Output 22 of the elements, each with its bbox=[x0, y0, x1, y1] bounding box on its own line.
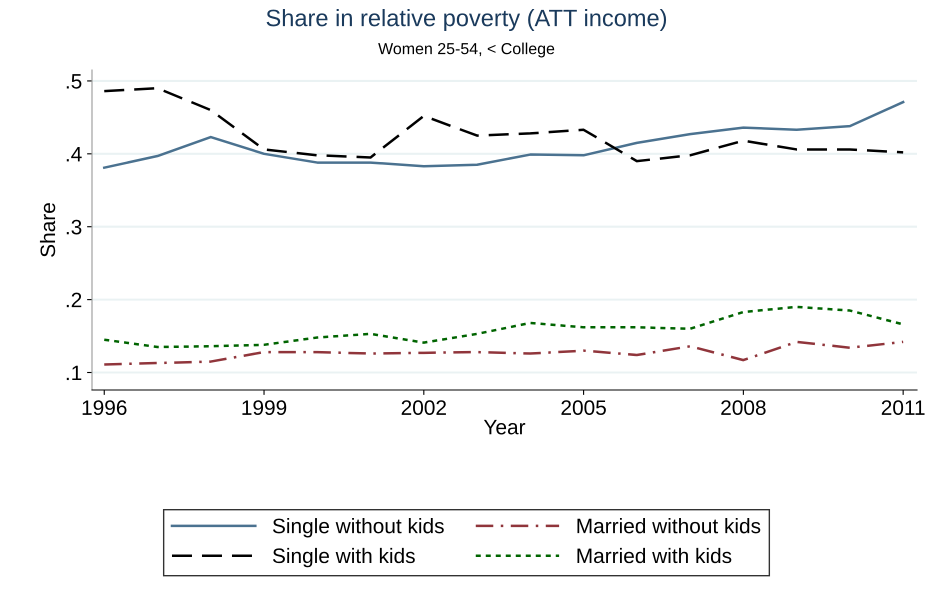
x-tick-label: 2005 bbox=[561, 400, 606, 416]
y-tick-label: .1 bbox=[66, 366, 82, 380]
x-tick-label: 2002 bbox=[402, 400, 446, 416]
x-tick-label: 2008 bbox=[721, 400, 766, 416]
legend-label: Single without kids bbox=[272, 518, 444, 538]
chart-title: Share in relative poverty (ATT income) bbox=[266, 8, 666, 32]
x-tick-label: 1996 bbox=[82, 400, 127, 416]
line-series bbox=[103, 86, 904, 162]
y-tick-label: .5 bbox=[66, 74, 82, 89]
x-tick-label: 2011 bbox=[882, 400, 925, 416]
x-axis-title: Year bbox=[484, 420, 526, 434]
y-tick-label: .2 bbox=[66, 292, 82, 308]
line-series bbox=[103, 340, 904, 366]
line-series bbox=[103, 100, 904, 169]
legend-label: Single with kids bbox=[272, 548, 415, 568]
chart-subtitle: Women 25-54, < College bbox=[378, 42, 554, 58]
y-tick-label: .4 bbox=[66, 147, 82, 162]
legend-label: Married with kids bbox=[577, 548, 732, 564]
x-tick-label: 1999 bbox=[242, 400, 286, 416]
y-tick-label: .3 bbox=[66, 220, 82, 234]
legend-label: Married without kids bbox=[577, 518, 760, 534]
y-axis-title: Share bbox=[40, 203, 56, 257]
